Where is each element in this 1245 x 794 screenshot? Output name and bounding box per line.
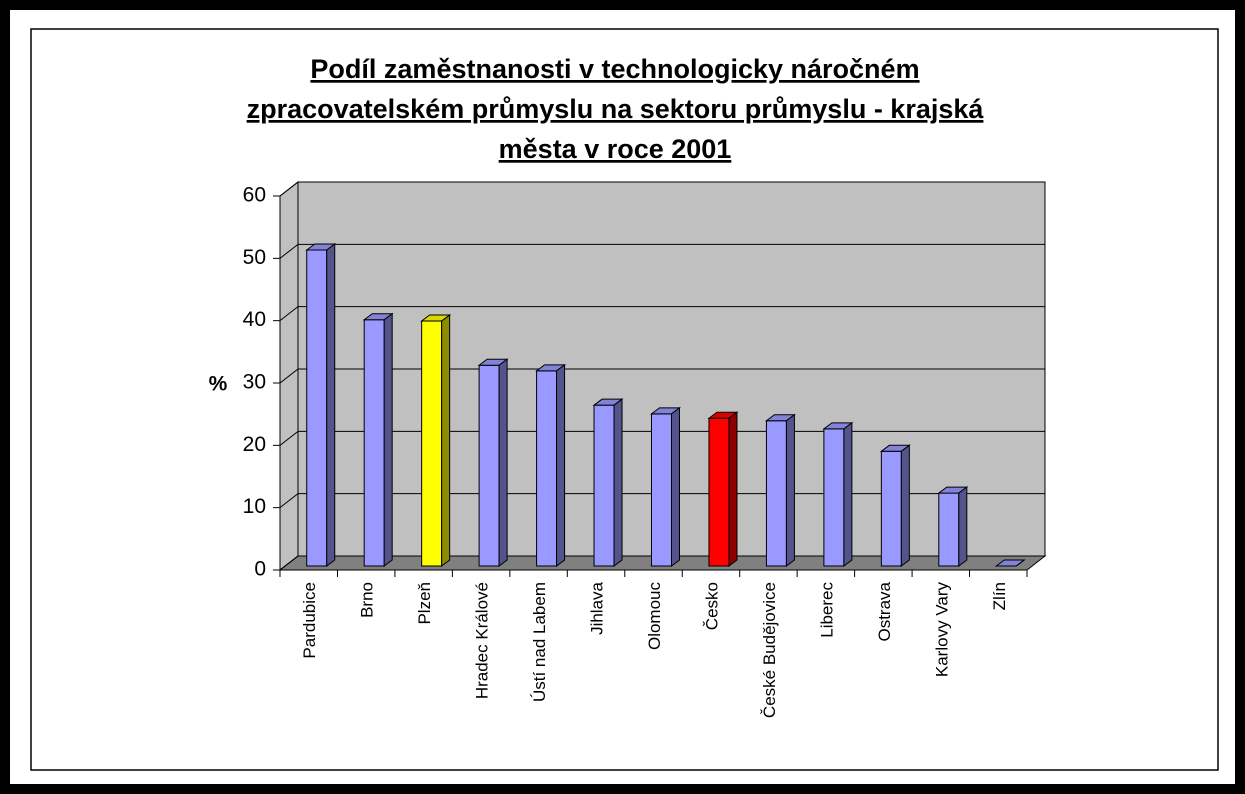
bar-side (326, 242, 336, 567)
bar (880, 450, 902, 567)
bar (536, 370, 558, 567)
bar (938, 492, 960, 567)
x-tick-label: Česko (702, 582, 721, 630)
y-tick-label: 0 (254, 558, 266, 581)
x-tick-label: Karlovy Vary (932, 582, 951, 678)
bar-side (843, 421, 853, 567)
x-tick-label: Zlín (990, 582, 1009, 610)
bar (765, 420, 787, 567)
chart-title: Podíl zaměstnanosti v technologicky náro… (310, 54, 919, 84)
x-tick-label: České Budějovice (760, 582, 779, 718)
y-tick-label: 10 (243, 495, 266, 518)
x-tick-label: Pardubice (300, 582, 319, 659)
x-tick-label: Olomouc (645, 582, 664, 651)
bar-side (785, 413, 795, 567)
inner-border (30, 28, 1219, 771)
bar (823, 428, 845, 567)
bar-side (613, 398, 623, 567)
chart-title: města v roce 2001 (499, 134, 732, 164)
y-tick-label: 50 (243, 246, 266, 269)
bar-side (383, 312, 393, 567)
y-tick-label: 60 (243, 184, 266, 207)
bar (421, 320, 443, 567)
x-tick-label: Ústí nad Labem (530, 582, 549, 702)
bar-side (498, 358, 508, 567)
bar-side (1015, 559, 1025, 567)
y-axis-label: % (209, 373, 228, 396)
grid-line (279, 430, 1045, 446)
x-tick-label: Ostrava (875, 581, 894, 641)
grid-line (279, 243, 1045, 259)
bar (363, 319, 385, 567)
grid-line (279, 306, 1045, 322)
x-tick-label: Liberec (817, 582, 836, 638)
grid-line (279, 493, 1045, 509)
x-tick-label: Plzeň (415, 582, 434, 625)
x-tick-label: Brno (358, 582, 377, 618)
bar-side (728, 411, 738, 567)
grid-line (279, 368, 1045, 384)
x-tick-label: Jihlava (588, 581, 607, 634)
y-tick-label: 40 (243, 308, 266, 331)
bar (651, 413, 672, 567)
bar (306, 249, 328, 567)
bar (478, 364, 500, 567)
bar-side (958, 486, 968, 567)
y-tick-label: 30 (243, 371, 266, 394)
grid-line (279, 555, 1045, 571)
grid-line (279, 181, 1045, 197)
bar-side (671, 406, 680, 567)
bar-side (900, 444, 910, 567)
chart-title: zpracovatelském průmyslu na sektoru prům… (247, 94, 985, 124)
bar (593, 404, 615, 567)
bar (708, 417, 730, 567)
bar-side (441, 314, 451, 567)
y-tick-label: 20 (243, 433, 266, 456)
x-tick-label: Hradec Králové (473, 582, 492, 699)
bar-side (556, 363, 566, 567)
